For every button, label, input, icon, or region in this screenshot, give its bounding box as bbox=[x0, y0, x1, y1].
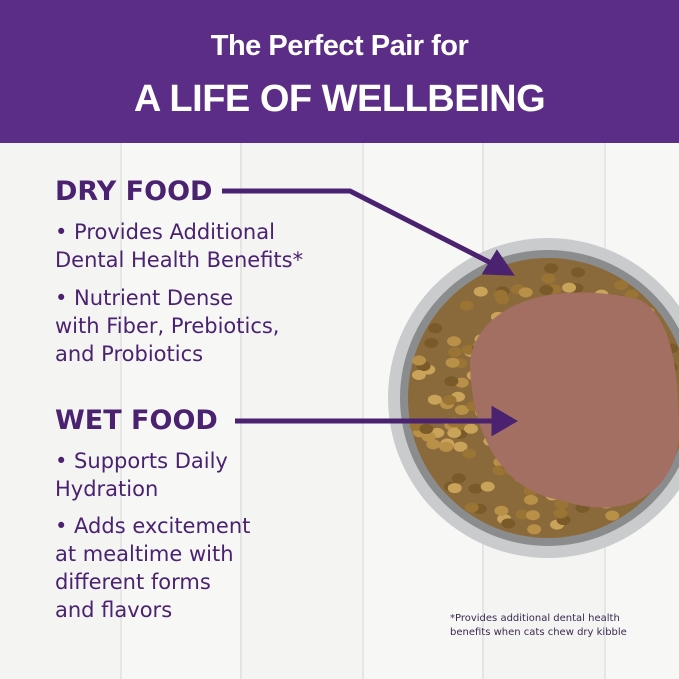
kibble bbox=[468, 483, 483, 494]
kibble bbox=[447, 347, 462, 358]
kibble bbox=[541, 273, 556, 284]
kibble bbox=[494, 505, 509, 516]
header-subtitle: The Perfect Pair for bbox=[210, 30, 469, 62]
kibble bbox=[473, 286, 488, 297]
kibble bbox=[527, 524, 542, 535]
kibble bbox=[518, 287, 533, 298]
wet-bullet-1: • Supports Daily Hydration bbox=[55, 449, 228, 501]
dry-arrow bbox=[222, 188, 497, 268]
kibble bbox=[428, 323, 443, 334]
kibble bbox=[411, 369, 426, 380]
kibble bbox=[562, 282, 577, 293]
kibble bbox=[426, 439, 441, 450]
kibble bbox=[515, 509, 530, 520]
footnote: *Provides additional dental health benef… bbox=[450, 613, 627, 638]
kibble bbox=[454, 404, 469, 415]
header-banner: The Perfect Pair for A LIFE OF WELLBEING bbox=[0, 0, 679, 143]
dry-bullet-1: • Provides Additional Dental Health Bene… bbox=[55, 220, 304, 272]
kibble bbox=[493, 289, 508, 300]
dry-food-heading: DRY FOOD bbox=[55, 176, 213, 207]
kibble bbox=[501, 518, 516, 529]
kibble bbox=[464, 423, 479, 434]
kibble bbox=[445, 357, 460, 368]
kibble bbox=[525, 510, 540, 521]
dry-arrow-head bbox=[481, 249, 515, 276]
kibble bbox=[624, 289, 639, 300]
wet-bullet-2: • Adds excitement at mealtime with diffe… bbox=[55, 514, 251, 622]
wet-food bbox=[470, 292, 679, 508]
kibble bbox=[464, 502, 479, 513]
kibble bbox=[444, 376, 459, 387]
kibble bbox=[427, 394, 442, 405]
kibble bbox=[523, 494, 538, 505]
kibble bbox=[544, 263, 559, 274]
kibble bbox=[480, 481, 495, 492]
kibble bbox=[447, 336, 462, 347]
kibble bbox=[442, 395, 457, 406]
kibble bbox=[554, 499, 569, 510]
wet-food-heading: WET FOOD bbox=[55, 405, 218, 436]
kibble bbox=[570, 267, 585, 278]
kibble bbox=[453, 441, 468, 452]
kibble bbox=[553, 508, 568, 519]
kibble bbox=[462, 448, 477, 459]
kibble bbox=[539, 284, 554, 295]
kibble bbox=[451, 473, 466, 484]
kibble bbox=[439, 441, 454, 452]
kibble bbox=[605, 510, 620, 521]
kibble bbox=[447, 428, 462, 439]
kibble bbox=[419, 423, 434, 434]
kibble bbox=[614, 280, 629, 291]
kibble bbox=[421, 431, 436, 442]
wet-arrow-head bbox=[491, 405, 518, 437]
kibble bbox=[412, 355, 427, 366]
kibble bbox=[459, 300, 474, 311]
dry-bullet-2: • Nutrient Dense with Fiber, Prebiotics,… bbox=[55, 286, 280, 366]
kibble bbox=[424, 337, 439, 348]
header-title: A LIFE OF WELLBEING bbox=[133, 78, 546, 120]
kibble bbox=[447, 483, 462, 494]
